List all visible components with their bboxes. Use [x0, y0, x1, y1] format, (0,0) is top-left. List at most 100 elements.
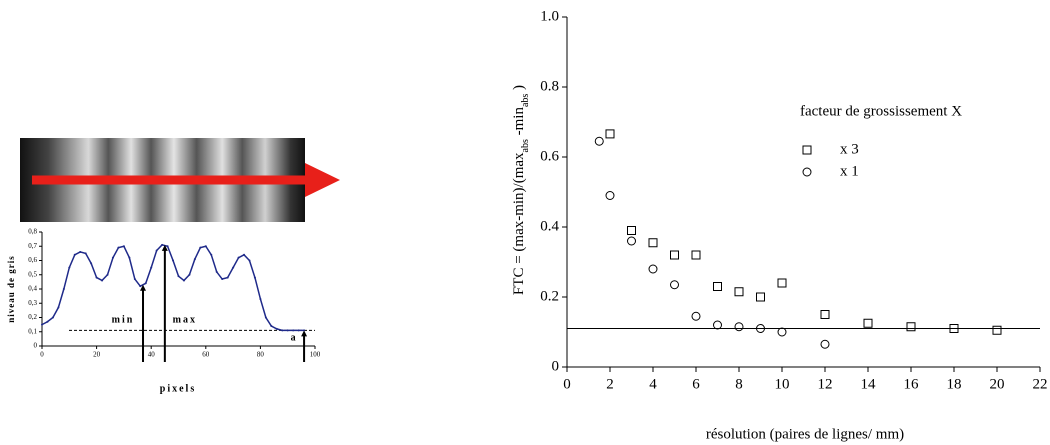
y-axis-label-part: ): [511, 85, 527, 94]
y-tick-label: 0.6: [540, 148, 559, 164]
scatter-point: [949, 324, 959, 333]
y-axis-label: FTC = (max-min)/(maxabs -minabs ): [511, 85, 530, 295]
line-point: [51, 316, 54, 319]
x-tick-label: 20: [93, 351, 101, 359]
line-point: [248, 259, 251, 262]
y-tick-label: 0.4: [540, 218, 559, 234]
annotation-arrowhead: [301, 330, 308, 337]
x-tick-label: 2: [606, 376, 614, 392]
line-point: [41, 323, 43, 326]
y-tick-label: 0,8: [28, 228, 37, 236]
y-axis-label-part: abs: [520, 94, 531, 107]
legend-marker: [802, 145, 812, 155]
x-tick-label: 4: [649, 376, 657, 392]
y-axis-label: niveau de gris: [6, 255, 16, 323]
line-point: [297, 329, 300, 332]
line-point: [226, 276, 229, 279]
annotation-arrowhead: [140, 284, 147, 291]
line-point: [264, 316, 267, 319]
line-point: [155, 249, 158, 252]
scatter-point: [691, 250, 701, 260]
line-point: [215, 270, 218, 273]
y-tick-label: 0,6: [28, 256, 37, 264]
legend-marker: [802, 167, 812, 177]
line-point: [253, 276, 256, 279]
scatter-point: [713, 282, 722, 291]
line-point: [221, 278, 224, 281]
x-tick-label: 12: [818, 376, 833, 392]
line-point: [73, 253, 76, 256]
line-point: [281, 329, 284, 332]
y-tick-label: 1.0: [540, 8, 559, 24]
line-point: [84, 252, 87, 255]
line-point: [90, 262, 93, 265]
y-axis-label-part: FTC = (max-min)/(max: [511, 152, 527, 295]
line-point: [122, 245, 125, 248]
x-tick-label: 0: [563, 376, 571, 392]
line-point: [172, 259, 175, 262]
line-point: [111, 256, 114, 259]
line-point: [128, 256, 131, 259]
x-axis-label: pixels: [160, 383, 196, 394]
line-point: [161, 243, 164, 246]
x-tick-label: 0: [40, 351, 44, 359]
y-tick-label: 0,1: [28, 327, 37, 335]
line-point: [177, 275, 180, 278]
scatter-point: [594, 136, 604, 146]
x-tick-label: 16: [904, 376, 920, 392]
line-point: [286, 329, 289, 332]
y-axis-label-part: abs: [520, 139, 531, 152]
line-point: [188, 273, 191, 276]
annotation-label: min: [112, 314, 135, 325]
x-tick-label: 60: [202, 351, 210, 359]
annotation-arrowhead: [161, 244, 168, 251]
line-point: [204, 245, 207, 248]
scatter-point: [605, 129, 615, 139]
x-axis-label: résolution (paires de lignes/ mm): [706, 426, 904, 442]
line-point: [144, 282, 147, 285]
scatter-point: [670, 250, 679, 260]
annotation-label: max: [173, 314, 197, 325]
line-point: [193, 258, 196, 261]
y-tick-label: 0: [552, 358, 560, 374]
x-tick-label: 40: [148, 351, 156, 359]
scatter-point: [648, 238, 658, 248]
scatter-point: [756, 292, 765, 302]
line-point: [292, 329, 295, 332]
x-tick-label: 10: [775, 376, 790, 392]
line-point: [57, 306, 60, 309]
line-point: [68, 266, 71, 269]
x-tick-label: 8: [735, 376, 743, 392]
scatter-point: [992, 325, 1002, 335]
y-tick-label: 0,4: [28, 285, 37, 293]
x-tick-label: 18: [947, 376, 962, 392]
x-tick-label: 20: [990, 376, 1005, 392]
line-point: [270, 325, 273, 328]
line-point: [182, 279, 185, 282]
line-point: [199, 246, 202, 249]
y-tick-label: 0,5: [28, 270, 37, 278]
line-point: [101, 279, 104, 282]
x-tick-label: 100: [310, 351, 321, 359]
scatter-point: [648, 264, 658, 274]
scatter-point: [777, 278, 787, 288]
y-tick-label: 0,7: [28, 242, 37, 250]
legend-label: x 3: [840, 141, 859, 157]
legend-label: x 1: [840, 163, 859, 179]
line-point: [95, 276, 98, 279]
line-point: [243, 253, 246, 256]
scatter-point: [863, 318, 873, 328]
scatter-point: [820, 310, 830, 319]
scatter-point: [756, 324, 765, 333]
line-point: [79, 250, 82, 253]
line-point: [150, 266, 153, 269]
y-axis-label-part: -min: [511, 107, 527, 140]
line-point: [232, 266, 235, 269]
arrow-head: [305, 163, 340, 197]
scatter-point: [605, 191, 615, 200]
line-point: [210, 253, 213, 256]
line-point: [62, 288, 65, 290]
line-point: [237, 256, 240, 259]
scatter-point: [906, 322, 916, 332]
